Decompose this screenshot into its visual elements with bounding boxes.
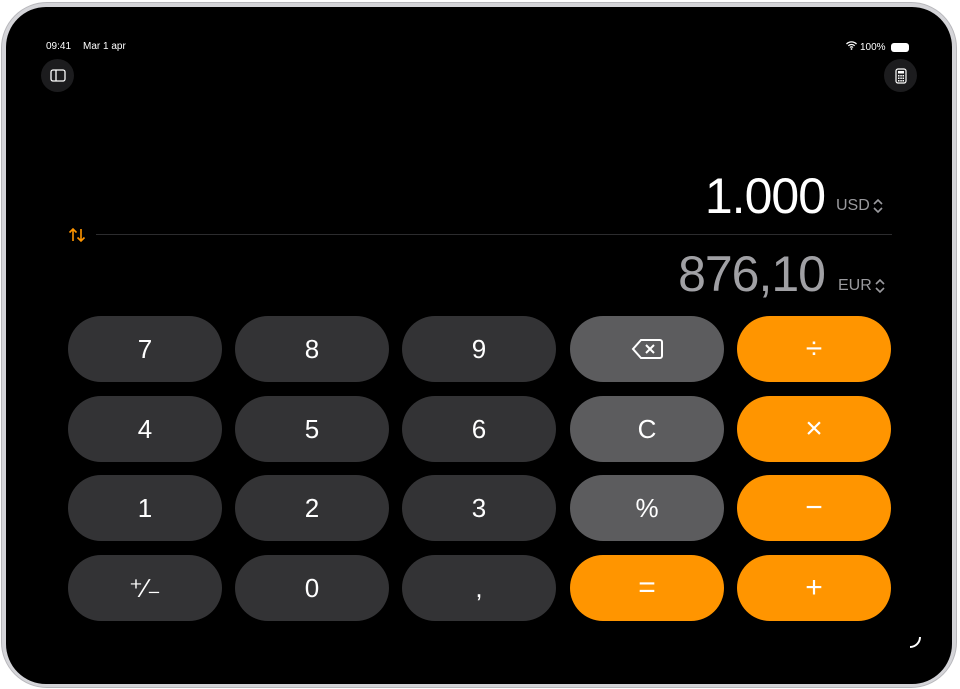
key-label: 8 <box>304 333 320 364</box>
chevron-updown-icon <box>873 198 883 214</box>
key-label: = <box>638 571 656 604</box>
key-minus[interactable]: − <box>737 475 891 541</box>
key-9[interactable]: 9 <box>402 316 556 382</box>
to-value: 876,10 <box>678 246 826 302</box>
status-date: Mar 1 apr <box>83 41 126 52</box>
battery-icon <box>890 42 909 52</box>
key-2[interactable]: 2 <box>235 475 389 541</box>
key-label: 7 <box>137 333 153 364</box>
from-currency-picker[interactable]: USD <box>836 197 883 215</box>
from-value: 1.000 <box>704 168 826 224</box>
key-3[interactable]: 3 <box>402 475 556 541</box>
calculator-icon <box>894 67 907 84</box>
key-5[interactable]: 5 <box>235 396 389 462</box>
key-plus-minus[interactable]: ⁺∕₋ <box>68 555 222 621</box>
chevron-updown-icon <box>875 278 885 294</box>
from-currency: USD <box>836 197 870 214</box>
key-label: 2 <box>304 492 320 523</box>
backspace-icon <box>631 339 663 359</box>
key-6[interactable]: 6 <box>402 396 556 462</box>
status-time: 09:41 <box>46 41 72 52</box>
key-backspace[interactable] <box>570 316 724 382</box>
key-label: 5 <box>304 413 320 444</box>
to-currency-picker[interactable]: EUR <box>838 277 885 295</box>
divider <box>96 234 892 235</box>
to-currency: EUR <box>838 277 872 294</box>
sidebar-toggle-button[interactable] <box>41 59 74 92</box>
key-label: , <box>475 572 483 603</box>
key-label: − <box>805 491 823 524</box>
key-label: 4 <box>137 413 153 444</box>
battery-percent: 100% <box>860 41 886 53</box>
key-multiply[interactable]: × <box>737 396 891 462</box>
key-label: 6 <box>471 413 487 444</box>
key-divide[interactable]: ÷ <box>737 316 891 382</box>
key-4[interactable]: 4 <box>68 396 222 462</box>
key-label: % <box>635 492 659 523</box>
key-clear[interactable]: C <box>570 396 724 462</box>
key-percent[interactable]: % <box>570 475 724 541</box>
key-plus[interactable]: + <box>737 555 891 621</box>
key-label: 9 <box>471 333 487 364</box>
key-label: ⁺∕₋ <box>129 572 161 603</box>
calculator-screen: 09:41 Mar 1 apr 100% 1.000 USD 876,10 EU… <box>6 7 952 684</box>
sidebar-icon <box>49 69 66 82</box>
key-label: 3 <box>471 492 487 523</box>
key-label: C <box>637 413 657 444</box>
key-8[interactable]: 8 <box>235 316 389 382</box>
key-7[interactable]: 7 <box>68 316 222 382</box>
key-label: × <box>805 412 823 445</box>
key-equals[interactable]: = <box>570 555 724 621</box>
key-0[interactable]: 0 <box>235 555 389 621</box>
key-label: + <box>805 571 823 604</box>
status-right: 100% <box>846 41 909 53</box>
wifi-icon <box>846 41 857 53</box>
swap-arrows-icon[interactable] <box>68 227 86 243</box>
key-label: ÷ <box>805 332 823 365</box>
key-1[interactable]: 1 <box>68 475 222 541</box>
resize-handle-icon[interactable] <box>908 635 922 649</box>
key-label: 1 <box>137 492 153 523</box>
key-label: 0 <box>304 572 320 603</box>
calculator-mode-button[interactable] <box>884 59 917 92</box>
key-comma[interactable]: , <box>402 555 556 621</box>
